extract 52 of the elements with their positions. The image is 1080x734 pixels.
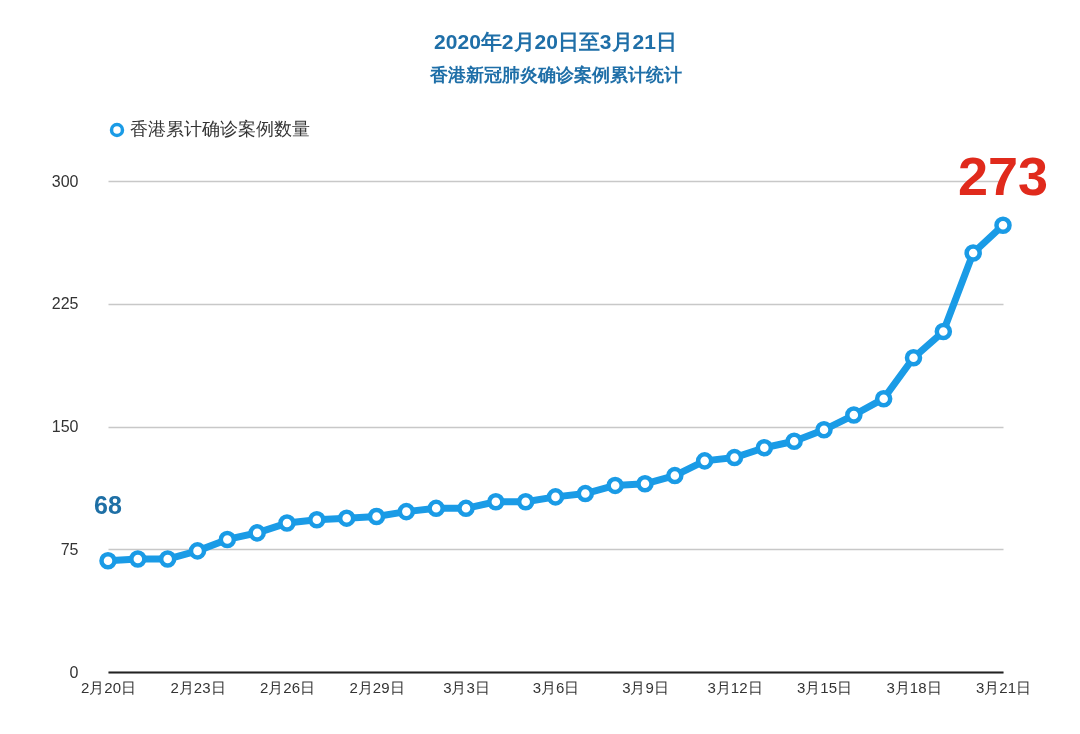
- chart-title: 2020年2月20日至3月21日: [434, 30, 677, 53]
- point: [546, 488, 565, 506]
- x-tick-label: 2月26日: [259, 678, 316, 696]
- point: [994, 216, 1012, 234]
- point: [904, 349, 923, 367]
- point: [99, 551, 117, 570]
- x-tick-label: 2月20日: [80, 678, 137, 696]
- point: [308, 511, 326, 529]
- point: [964, 244, 982, 262]
- point: [666, 466, 684, 485]
- point: [874, 389, 893, 408]
- data-label: 68: [94, 490, 122, 519]
- point: [457, 499, 475, 518]
- point: [427, 499, 445, 518]
- x-tick-label: 2月23日: [170, 678, 226, 696]
- x-tick-label: 3月9日: [622, 678, 669, 696]
- point: [725, 448, 744, 467]
- data-label: 273: [957, 146, 1049, 207]
- point: [487, 493, 505, 511]
- point: [636, 475, 654, 493]
- point: [815, 421, 833, 439]
- y-tick-label: 0: [69, 663, 79, 681]
- x-tick-label: 2月29日: [349, 678, 405, 696]
- point: [248, 524, 266, 542]
- point: [367, 507, 386, 526]
- point: [606, 476, 624, 495]
- x-tick-label: 3月21日: [975, 678, 1032, 696]
- x-tick-label: 3月12日: [707, 678, 763, 696]
- point: [785, 432, 803, 450]
- point: [755, 439, 774, 457]
- y-tick-label: 150: [51, 418, 79, 435]
- point: [397, 502, 416, 521]
- x-tick-label: 3月6日: [532, 678, 580, 696]
- y-tick-label: 300: [51, 172, 79, 190]
- point: [337, 509, 356, 527]
- point: [278, 514, 296, 532]
- point: [218, 530, 237, 549]
- x-tick-label: 3月3日: [443, 678, 490, 696]
- y-tick-label: 225: [51, 295, 79, 313]
- legend-label: 香港累计确诊案例数量: [130, 119, 310, 139]
- point: [845, 406, 863, 424]
- point: [129, 550, 147, 568]
- point: [188, 542, 207, 560]
- point: [934, 322, 953, 341]
- chart-subtitle: 香港新冠肺炎确诊案例累计统计: [428, 65, 682, 85]
- x-tick-label: 3月18日: [886, 678, 942, 696]
- y-tick-label: 75: [60, 540, 79, 558]
- point: [516, 493, 535, 511]
- point: [695, 452, 714, 470]
- point: [576, 484, 595, 503]
- x-tick-label: 3月15日: [796, 678, 853, 696]
- point: [158, 550, 177, 568]
